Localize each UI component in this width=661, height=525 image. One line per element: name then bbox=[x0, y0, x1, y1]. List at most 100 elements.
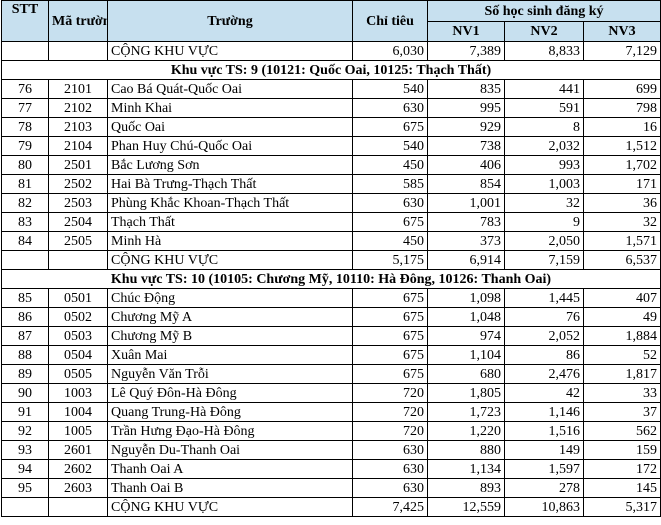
cell-nv2: 993 bbox=[504, 155, 584, 175]
cell-ma-truong: 0504 bbox=[48, 345, 108, 365]
cell-chi-tieu: 540 bbox=[352, 136, 428, 156]
total-chi-tieu: 5,175 bbox=[352, 250, 428, 270]
cell-truong: Xuân Mai bbox=[107, 345, 353, 365]
cell-nv1: 373 bbox=[427, 231, 505, 251]
total-stt bbox=[1, 41, 49, 61]
cell-truong: Nguyễn Du-Thanh Oai bbox=[107, 440, 353, 460]
table-row: 92 1005 Trần Hưng Đạo-Hà Đông 720 1,220 1,516… bbox=[1, 421, 661, 441]
cell-nv1: 1,001 bbox=[427, 193, 505, 213]
cell-stt: 90 bbox=[1, 383, 49, 403]
cell-truong: Minh Khai bbox=[107, 98, 353, 118]
cell-chi-tieu: 540 bbox=[352, 79, 428, 99]
cell-chi-tieu: 675 bbox=[352, 212, 428, 232]
cell-chi-tieu: 720 bbox=[352, 402, 428, 422]
total-stt bbox=[1, 250, 49, 270]
cell-nv1: 974 bbox=[427, 326, 505, 346]
total-row: CỘNG KHU VỰC 5,175 6,914 7,159 6,537 bbox=[1, 250, 661, 270]
cell-nv2: 2,050 bbox=[504, 231, 584, 251]
cell-nv3: 37 bbox=[582, 402, 661, 422]
cell-nv1: 995 bbox=[427, 98, 505, 118]
cell-nv1: 880 bbox=[427, 440, 505, 460]
cell-stt: 84 bbox=[1, 231, 49, 251]
cell-ma-truong: 0505 bbox=[48, 364, 108, 384]
cell-ma-truong: 2104 bbox=[48, 136, 108, 156]
cell-truong: Thanh Oai A bbox=[107, 459, 353, 479]
cell-ma-truong: 2601 bbox=[48, 440, 108, 460]
cell-nv3: 1,512 bbox=[582, 136, 661, 156]
cell-ma-truong: 2603 bbox=[48, 478, 108, 498]
cell-stt: 82 bbox=[1, 193, 49, 213]
region-title: Khu vực TS: 9 (10121: Quốc Oai, 10125: T… bbox=[0, 60, 661, 80]
header-nv1: NV1 bbox=[427, 21, 505, 42]
cell-nv3: 798 bbox=[582, 98, 661, 118]
table-row: 94 2602 Thanh Oai A 630 1,134 1,597 172 bbox=[1, 459, 661, 479]
table-row: 84 2505 Minh Hà 450 373 2,050 1,571 bbox=[1, 231, 661, 251]
cell-nv2: 149 bbox=[504, 440, 584, 460]
cell-nv2: 591 bbox=[504, 98, 584, 118]
cell-truong: Chúc Động bbox=[107, 288, 353, 308]
cell-nv1: 1,134 bbox=[427, 459, 505, 479]
cell-nv3: 1,571 bbox=[582, 231, 661, 251]
cell-nv2: 76 bbox=[504, 307, 584, 327]
cell-truong: Nguyễn Văn Trỗi bbox=[107, 364, 353, 384]
cell-stt: 85 bbox=[1, 288, 49, 308]
cell-ma-truong: 2102 bbox=[48, 98, 108, 118]
table-row: 85 0501 Chúc Động 675 1,098 1,445 407 bbox=[1, 288, 661, 308]
table-row: 76 2101 Cao Bá Quát-Quốc Oai 540 835 441 699 bbox=[1, 79, 661, 99]
cell-stt: 81 bbox=[1, 174, 49, 194]
cell-nv3: 699 bbox=[582, 79, 661, 99]
cell-truong: Phan Huy Chú-Quốc Oai bbox=[107, 136, 353, 156]
total-chi-tieu: 6,030 bbox=[352, 41, 428, 61]
cell-nv1: 738 bbox=[427, 136, 505, 156]
cell-nv2: 1,146 bbox=[504, 402, 584, 422]
total-nv2: 8,833 bbox=[504, 41, 584, 61]
cell-nv3: 16 bbox=[582, 117, 661, 137]
cell-nv3: 1,884 bbox=[582, 326, 661, 346]
total-ma bbox=[48, 41, 108, 61]
table-row: 93 2601 Nguyễn Du-Thanh Oai 630 880 149 159 bbox=[1, 440, 661, 460]
cell-stt: 93 bbox=[1, 440, 49, 460]
cell-nv1: 835 bbox=[427, 79, 505, 99]
cell-chi-tieu: 675 bbox=[352, 326, 428, 346]
cell-stt: 77 bbox=[1, 98, 49, 118]
cell-ma-truong: 2505 bbox=[48, 231, 108, 251]
total-row: CỘNG KHU VỰC 6,030 7,389 8,833 7,129 bbox=[1, 41, 661, 61]
cell-truong: Quốc Oai bbox=[107, 117, 353, 137]
total-stt bbox=[1, 497, 49, 517]
cell-stt: 89 bbox=[1, 364, 49, 384]
cell-ma-truong: 2504 bbox=[48, 212, 108, 232]
total-nv3: 5,317 bbox=[582, 497, 661, 517]
total-nv3: 6,537 bbox=[582, 250, 661, 270]
header-nv2: NV2 bbox=[504, 21, 584, 42]
cell-ma-truong: 0503 bbox=[48, 326, 108, 346]
table-row: 95 2603 Thanh Oai B 630 893 278 145 bbox=[1, 478, 661, 498]
cell-nv2: 2,032 bbox=[504, 136, 584, 156]
cell-truong: Trần Hưng Đạo-Hà Đông bbox=[107, 421, 353, 441]
cell-chi-tieu: 630 bbox=[352, 440, 428, 460]
cell-nv3: 145 bbox=[582, 478, 661, 498]
total-nv2: 7,159 bbox=[504, 250, 584, 270]
cell-chi-tieu: 675 bbox=[352, 345, 428, 365]
total-nv1: 12,559 bbox=[427, 497, 505, 517]
cell-chi-tieu: 630 bbox=[352, 193, 428, 213]
cell-ma-truong: 2502 bbox=[48, 174, 108, 194]
table-row: 78 2103 Quốc Oai 675 929 8 16 bbox=[1, 117, 661, 137]
table-row: 82 2503 Phùng Khắc Khoan-Thạch Thất 630 1,00… bbox=[1, 193, 661, 213]
cell-nv3: 172 bbox=[582, 459, 661, 479]
total-row: CỘNG KHU VỰC 7,425 12,559 10,863 5,317 bbox=[1, 497, 661, 517]
cell-chi-tieu: 630 bbox=[352, 98, 428, 118]
cell-nv1: 1,104 bbox=[427, 345, 505, 365]
cell-nv1: 680 bbox=[427, 364, 505, 384]
cell-nv1: 1,805 bbox=[427, 383, 505, 403]
header-nv3: NV3 bbox=[582, 21, 661, 42]
cell-ma-truong: 1003 bbox=[48, 383, 108, 403]
cell-chi-tieu: 720 bbox=[352, 383, 428, 403]
cell-stt: 92 bbox=[1, 421, 49, 441]
cell-nv2: 32 bbox=[504, 193, 584, 213]
cell-chi-tieu: 630 bbox=[352, 478, 428, 498]
cell-nv2: 1,597 bbox=[504, 459, 584, 479]
table-row: 87 0503 Chương Mỹ B 675 974 2,052 1,884 bbox=[1, 326, 661, 346]
table-row: 83 2504 Thạch Thất 675 783 9 32 bbox=[1, 212, 661, 232]
cell-nv3: 1,817 bbox=[582, 364, 661, 384]
total-ma bbox=[48, 497, 108, 517]
